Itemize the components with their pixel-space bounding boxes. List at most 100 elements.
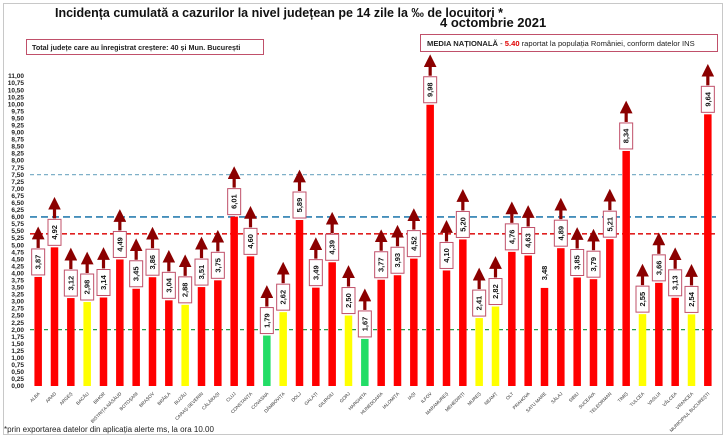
x-tick-label: BRAȘOV	[138, 391, 156, 409]
y-tick-label: 6,50	[11, 200, 24, 207]
data-label: 2,62	[279, 290, 288, 305]
y-tick-label: 4,00	[11, 270, 24, 277]
bar	[491, 306, 500, 386]
bar	[50, 247, 59, 386]
bar	[197, 287, 206, 386]
bar	[230, 216, 238, 386]
data-label-box	[651, 254, 666, 282]
x-tick-label: BISTRIȚA-NĂSĂUD	[89, 390, 123, 424]
x-tick-label: CLUJ	[225, 391, 237, 403]
data-label: 3,49	[311, 265, 320, 280]
data-label-box	[700, 85, 715, 113]
data-label-box	[96, 269, 111, 297]
y-tick-label: 8,00	[11, 158, 24, 165]
y-tick-label: 3,00	[11, 299, 24, 306]
x-tick-label: ARGEȘ	[59, 391, 74, 406]
reference-lines	[30, 174, 716, 331]
data-label: 3,75	[213, 258, 222, 273]
data-label-box	[423, 76, 438, 104]
bar	[540, 287, 549, 386]
bar	[328, 262, 336, 386]
data-label-box	[406, 230, 421, 258]
data-label: 3,12	[66, 276, 75, 291]
bar	[589, 279, 598, 386]
y-tick-label: 9,50	[11, 115, 24, 122]
chart-date: 4 octombrie 2021	[440, 15, 547, 30]
data-label-box	[259, 307, 274, 335]
x-tick-label: GORJ	[339, 391, 352, 404]
x-tick-label: BIHOR	[92, 391, 106, 405]
bar	[34, 276, 42, 386]
bar	[704, 114, 712, 386]
bar	[148, 277, 157, 386]
y-tick-label: 3,75	[11, 278, 24, 285]
x-tick-label: MUREȘ	[467, 391, 482, 406]
bar	[638, 314, 647, 386]
bar	[508, 251, 516, 386]
y-tick-label: 6,00	[11, 214, 24, 221]
x-tick-label: CĂLĂRAȘI	[200, 390, 220, 410]
bar	[655, 282, 663, 386]
bar	[214, 280, 222, 386]
data-label: 3,87	[34, 255, 43, 270]
y-tick-label: 8,25	[11, 151, 24, 158]
y-tick-label: 7,25	[11, 179, 24, 186]
y-tick-label: 2,50	[11, 313, 24, 320]
data-label-box	[390, 246, 405, 274]
bars: 3,87 4,92 3,12 2,98 3,14 4,49 3,45 3,86 3,04 2,88…	[31, 54, 715, 386]
data-label-box	[63, 269, 78, 297]
data-label: 2,98	[83, 280, 92, 295]
data-label: 5,89	[295, 198, 304, 213]
y-tick-label: 10,50	[8, 87, 25, 94]
data-label: 3,04	[164, 277, 173, 292]
y-tick-label: 10,75	[8, 80, 25, 87]
data-label-box	[668, 269, 683, 297]
national-average-suffix: raportat la populația României, conform …	[519, 39, 695, 48]
x-tick-label: BRĂILA	[156, 390, 172, 406]
x-tick-label: TIMIȘ	[617, 391, 629, 403]
bar	[459, 239, 467, 386]
y-tick-label: 10,25	[8, 94, 25, 101]
data-label: 4,63	[524, 233, 533, 248]
data-label-box	[80, 273, 95, 301]
x-tick-label: GIURGIU	[317, 391, 334, 408]
data-label-box	[504, 223, 519, 251]
data-label: 2,55	[638, 292, 647, 307]
bar	[279, 312, 287, 386]
data-label: 3,13	[671, 275, 680, 290]
y-tick-label: 1,75	[11, 334, 24, 341]
y-tick-label: 2,75	[11, 306, 24, 313]
data-label-box	[292, 191, 307, 219]
data-label-box	[112, 230, 127, 258]
data-label: 1,79	[262, 313, 271, 328]
data-label: 3,14	[99, 274, 108, 289]
data-label-box	[455, 210, 470, 238]
bar	[622, 150, 630, 386]
national-average-box: MEDIA NAȚIONALĂ - 5.40 raportat la popul…	[420, 34, 718, 52]
bar	[132, 288, 140, 386]
x-tick-label: ALBA	[29, 391, 42, 404]
data-label-box	[31, 248, 46, 276]
data-label: 4,92	[50, 225, 59, 240]
x-tick-label: ARAD	[45, 391, 58, 404]
bar	[181, 304, 189, 386]
bar	[687, 314, 696, 386]
footnote: *prin exportarea datelor din aplicația a…	[4, 425, 214, 434]
x-tick-label: SĂLAJ	[549, 390, 563, 404]
y-tick-label: 3,25	[11, 292, 24, 299]
data-label: 3,86	[148, 255, 157, 270]
y-tick-label: 2,00	[11, 327, 24, 334]
data-label: 5,21	[605, 217, 614, 232]
bar	[344, 315, 353, 386]
national-average-value: 5.40	[504, 39, 520, 48]
y-tick-label: 8,50	[11, 144, 24, 151]
y-tick-label: 5,25	[11, 235, 24, 242]
bar	[246, 256, 255, 386]
data-label: 4,60	[246, 234, 255, 249]
bar	[99, 297, 108, 386]
data-label-box	[210, 251, 225, 279]
y-tick-label: 1,25	[11, 348, 24, 355]
bar	[671, 297, 679, 386]
data-label-box	[178, 276, 193, 304]
data-label-box	[243, 227, 258, 255]
